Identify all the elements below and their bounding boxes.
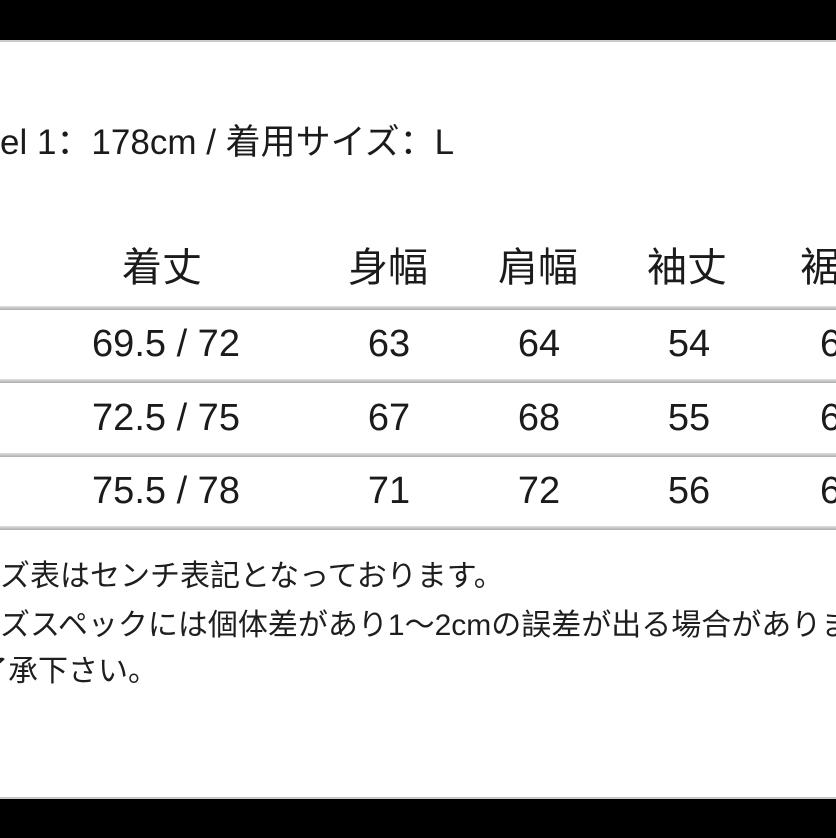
cell-shoulder: 72 — [517, 470, 561, 512]
cell-sleeve: 56 — [667, 470, 711, 512]
cell-hem: 6 — [820, 397, 836, 439]
column-header-sleeve: 袖丈 — [647, 246, 727, 290]
cell-length: 75.5 / 78 — [92, 470, 240, 512]
cell-length: 69.5 / 72 — [92, 323, 240, 365]
cell-body-width: 67 — [367, 397, 411, 439]
note-acknowledgement: 了承下さい。 — [0, 655, 158, 688]
note-unit-centimeters: ズ表はセンチ表記となっております。 — [0, 560, 504, 593]
column-header-length: 着丈 — [122, 246, 202, 290]
table-divider — [0, 453, 836, 457]
note-tolerance: ズスペックには個体差があり1〜2cmの誤差が出る場合がありますの — [0, 609, 836, 642]
cell-hem: 6 — [820, 323, 836, 365]
column-header-shoulder: 肩幅 — [498, 246, 578, 290]
cell-hem: 6 — [820, 470, 836, 512]
model-info-text: el 1：178cm / 着用サイズ：L — [0, 123, 455, 162]
cell-length: 72.5 / 75 — [92, 397, 240, 439]
letterbox-top-bar — [0, 0, 836, 42]
column-header-body-width: 身幅 — [348, 246, 428, 290]
cell-shoulder: 68 — [517, 397, 561, 439]
cell-body-width: 63 — [367, 323, 411, 365]
cell-sleeve: 54 — [667, 323, 711, 365]
table-divider — [0, 379, 836, 383]
table-divider — [0, 306, 836, 310]
cell-shoulder: 64 — [517, 323, 561, 365]
cell-sleeve: 55 — [667, 397, 711, 439]
table-divider — [0, 526, 836, 530]
column-header-hem: 裾 — [800, 246, 836, 290]
letterbox-bottom-bar — [0, 797, 836, 838]
cell-body-width: 71 — [367, 470, 411, 512]
